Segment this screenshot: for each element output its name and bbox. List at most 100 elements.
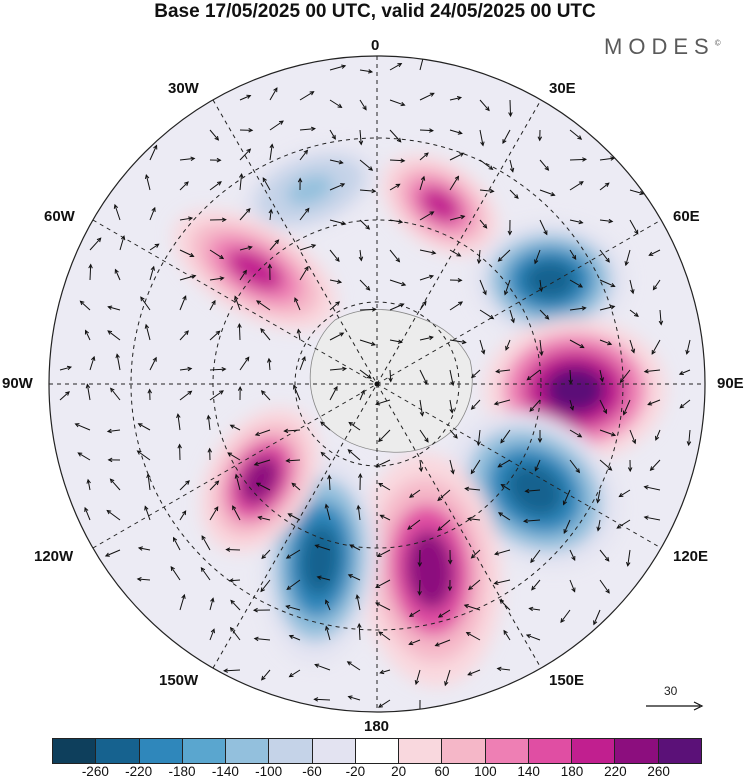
wind-vector-head	[140, 296, 145, 302]
wind-vector-head	[246, 94, 252, 99]
wind-vector	[359, 249, 362, 261]
wind-vector-head	[453, 433, 458, 439]
wind-vector	[599, 279, 615, 287]
wind-vector	[505, 339, 511, 351]
lon-label-30w: 30W	[168, 80, 199, 97]
wind-vector	[651, 339, 661, 355]
wind-vector-head	[375, 401, 381, 406]
wind-vector-head	[685, 349, 690, 355]
wind-vector-head	[185, 480, 190, 485]
wind-vector	[531, 579, 541, 591]
wind-vector-head	[296, 328, 302, 334]
wind-vector-head	[610, 283, 616, 288]
wind-vector	[230, 627, 241, 641]
wind-vector-head	[599, 377, 605, 383]
wind-vector-head	[291, 482, 297, 488]
wind-vector-head	[261, 554, 267, 560]
wind-vector	[629, 189, 644, 195]
wind-vector-head	[399, 303, 405, 308]
wind-vector-head	[539, 351, 544, 357]
wind-vector	[375, 459, 391, 468]
wind-vector-head	[355, 594, 360, 600]
wind-vector-head	[227, 452, 233, 457]
wind-vector-head	[376, 552, 382, 557]
wind-vector-head	[470, 469, 476, 475]
wind-vector	[389, 183, 400, 191]
wind-vector-head	[616, 524, 622, 529]
wind-vector	[329, 99, 342, 108]
wind-vector	[599, 429, 616, 436]
wind-vector	[501, 484, 511, 491]
wind-vector-head	[602, 409, 607, 415]
wind-vector-head	[221, 367, 227, 372]
wind-vector-head	[494, 551, 500, 556]
brand-mark: ©	[714, 38, 721, 48]
wind-vector	[347, 449, 361, 461]
wind-vector	[230, 424, 241, 431]
wind-vector	[89, 356, 95, 371]
anomaly-contour	[405, 530, 455, 610]
colorbar-bin	[96, 739, 140, 763]
wind-vector-head	[604, 182, 610, 188]
wind-vector-head	[278, 120, 284, 125]
wind-vector-head	[96, 237, 102, 243]
wind-vector-head	[273, 87, 278, 93]
wind-vector-head	[114, 268, 119, 274]
wind-vector	[479, 309, 494, 320]
wind-vector	[254, 459, 271, 466]
wind-vector	[329, 183, 345, 191]
wind-vector-head	[217, 181, 222, 186]
wind-vector-head	[401, 281, 407, 287]
wind-vector-head	[256, 300, 261, 305]
wind-vector	[378, 482, 391, 491]
wind-vector-head	[216, 157, 222, 163]
wind-vector	[560, 609, 571, 623]
wind-vector-head	[605, 588, 610, 594]
wind-vector	[77, 452, 91, 461]
colorbar-bin	[53, 739, 97, 763]
wind-vector-head	[526, 375, 532, 381]
colorbar-tick-label: 220	[604, 764, 627, 779]
wind-vector-head	[219, 254, 225, 260]
wind-vector	[389, 279, 406, 286]
colorbar-tick-label: 100	[474, 764, 497, 779]
wind-vector	[357, 505, 361, 521]
wind-vector	[254, 638, 271, 641]
wind-vector	[137, 450, 151, 461]
wind-vector	[320, 421, 331, 431]
map-title: Base 17/05/2025 00 UTC, valid 24/05/2025…	[154, 1, 596, 22]
colorbar-tick-label: 140	[517, 764, 540, 779]
colorbar-tick-label: -180	[168, 764, 196, 779]
wind-vector-head	[496, 666, 502, 672]
wind-vector-head	[375, 602, 381, 607]
wind-vector-head	[649, 466, 655, 472]
wind-vector	[359, 219, 370, 230]
wind-vector	[107, 330, 121, 341]
reference-vector-value: 30	[664, 684, 678, 698]
wind-vector	[315, 664, 331, 671]
anomaly-contour	[523, 260, 577, 300]
wind-vector	[179, 275, 196, 281]
wind-vector	[389, 303, 404, 311]
wind-vector-head	[88, 263, 93, 269]
wind-vector-head	[619, 378, 625, 384]
wind-vector	[348, 574, 361, 581]
wind-vector-head	[85, 383, 91, 389]
wind-vector	[569, 549, 576, 561]
wind-vector-head	[505, 345, 510, 351]
wind-vector-head	[577, 433, 583, 438]
wind-vector	[649, 249, 661, 256]
wind-vector-head	[219, 390, 224, 395]
wind-vector-head	[460, 214, 466, 220]
wind-vector-head	[324, 503, 330, 509]
lon-label-0: 0	[371, 37, 380, 54]
wind-vector	[419, 211, 434, 221]
wind-vector	[467, 669, 481, 676]
wind-vector	[498, 249, 511, 262]
wind-vector-head	[320, 451, 326, 457]
wind-vector	[329, 332, 344, 341]
wind-vector	[539, 189, 555, 196]
wind-vector	[494, 549, 511, 555]
wind-vector-head	[331, 134, 336, 140]
wind-vector-head	[456, 252, 462, 257]
